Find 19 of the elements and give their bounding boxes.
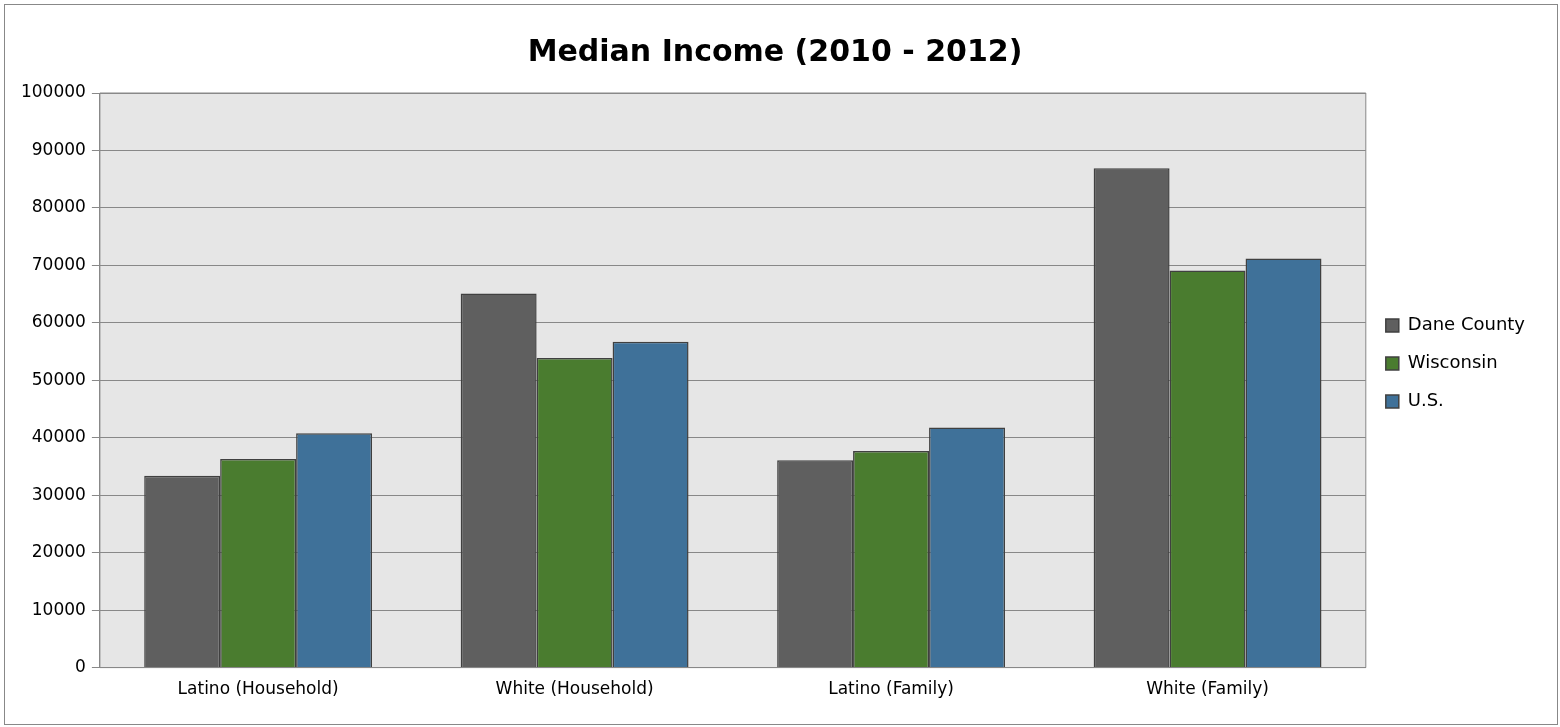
x-tick-label: White (Family) xyxy=(1146,678,1269,699)
x-tick-label: Latino (Household) xyxy=(177,678,339,699)
legend-label: Dane County xyxy=(1407,313,1526,335)
y-tick-label: 80000 xyxy=(31,196,86,217)
y-tick-label: 50000 xyxy=(31,368,86,389)
y-tick-label: 30000 xyxy=(31,483,86,504)
y-tick-label: 70000 xyxy=(31,253,86,274)
chart-title: Median Income (2010 - 2012) xyxy=(527,32,1023,68)
y-tick-label: 10000 xyxy=(31,598,86,619)
x-tick-label: White (Household) xyxy=(495,678,654,699)
y-tick-label: 100000 xyxy=(20,81,86,102)
y-tick-label: 90000 xyxy=(31,138,86,159)
y-tick-label: 0 xyxy=(75,656,86,677)
legend-label: U.S. xyxy=(1407,389,1444,411)
y-tick-label: 60000 xyxy=(31,311,86,332)
legend-label: Wisconsin xyxy=(1407,351,1498,373)
y-tick-label: 20000 xyxy=(31,541,86,562)
y-tick-label: 40000 xyxy=(31,426,86,447)
x-tick-label: Latino (Family) xyxy=(828,678,954,699)
